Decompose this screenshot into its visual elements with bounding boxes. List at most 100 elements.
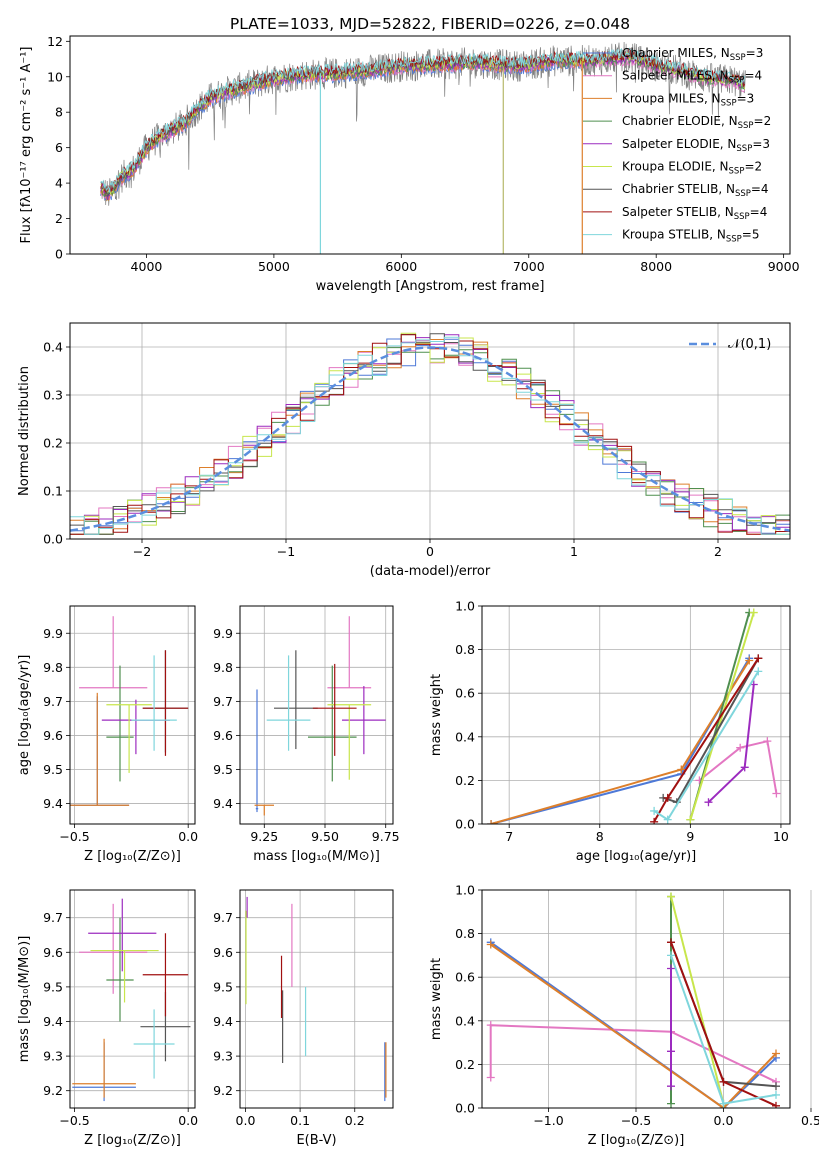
x-tick-label: 9.25 <box>250 829 278 844</box>
plus-marker <box>763 737 772 746</box>
legend-entry: Kroupa MILES, NSSP=3 <box>622 91 754 108</box>
y-tick-label: 9.2 <box>43 1083 63 1098</box>
y-tick-label: 0.1 <box>43 484 63 499</box>
mass-weight-line <box>698 739 778 794</box>
y-tick-label: 0.6 <box>455 686 475 701</box>
plus-marker <box>667 1082 675 1091</box>
plus-marker <box>772 1101 780 1108</box>
plus-marker <box>667 964 675 973</box>
x-axis-label: wavelength [Angstrom, rest frame] <box>316 279 545 294</box>
x-tick-label: −0.5 <box>59 1113 89 1128</box>
massweight_vs_Z-panel: −1.0 −0.5 0.0 0.5 0.0 0.2 0.4 0.6 0.8 1.0 Z [log₁₀… <box>429 883 819 1149</box>
x-tick-label: −1 <box>277 544 295 559</box>
legend-entry: Salpeter STELIB, NSSP=4 <box>622 205 767 222</box>
plus-marker <box>754 667 763 676</box>
x-axis-label: Z [log₁₀(Z/Z⊙)] <box>84 849 181 864</box>
y-axis-label: mass weight <box>429 674 444 756</box>
y-tick-label: 4 <box>55 176 63 191</box>
x-axis-label: E(B-V) <box>296 1133 336 1148</box>
legend-entry: 𝒩(0,1) <box>728 337 771 352</box>
x-tick-label: 0.0 <box>178 829 198 844</box>
y-tick-label: 1.0 <box>455 599 475 614</box>
y-axis-label: Normed distribution <box>17 366 32 496</box>
y-tick-label: 9.6 <box>43 945 63 960</box>
plus-marker <box>772 1090 780 1099</box>
plus-marker <box>667 892 675 901</box>
x-tick-label: 5000 <box>258 259 290 274</box>
plus-marker <box>704 798 713 807</box>
x-tick-label: 0 <box>426 544 434 559</box>
y-tick-label: 10 <box>47 69 63 84</box>
spectrum-legend: Chabrier MILES, NSSP=3 Salpeter MILES, NS… <box>583 46 771 245</box>
plus-marker <box>487 820 496 824</box>
y-tick-label: 9.7 <box>213 694 233 709</box>
y-tick-label: 9.5 <box>213 979 233 994</box>
mass-weight-line <box>490 943 777 1108</box>
x-tick-label: 0.0 <box>714 1113 734 1128</box>
y-tick-label: 0 <box>55 247 63 262</box>
x-tick-label: −1.0 <box>533 1113 563 1128</box>
y-tick-label: 2 <box>55 211 63 226</box>
plus-marker <box>740 763 749 772</box>
plus-marker <box>667 951 675 960</box>
residual-histogram <box>70 332 790 535</box>
x-axis-label: age [log₁₀(age/yr)] <box>576 849 697 864</box>
x-tick-label: 7000 <box>513 259 545 274</box>
legend-entry: Kroupa STELIB, NSSP=5 <box>622 228 760 245</box>
y-tick-label: 8 <box>55 105 63 120</box>
legend-entry: Chabrier ELODIE, NSSP=2 <box>622 114 771 131</box>
y-tick-label: 9.7 <box>213 910 233 925</box>
x-tick-label: 1 <box>570 544 578 559</box>
x-tick-label: 2 <box>714 544 722 559</box>
plus-marker <box>749 608 758 617</box>
y-tick-label: 9.8 <box>43 660 63 675</box>
x-tick-label: 9000 <box>768 259 800 274</box>
y-tick-label: 0.2 <box>455 773 475 788</box>
plus-marker <box>677 765 686 774</box>
normal-curve <box>70 346 790 532</box>
y-tick-label: 9.6 <box>213 728 233 743</box>
x-tick-label: 0.2 <box>345 1113 365 1128</box>
residual-histogram <box>70 336 790 535</box>
y-axis-label: mass [log₁₀(M/M⊙)] <box>17 936 32 1063</box>
y-tick-label: 0.3 <box>43 388 63 403</box>
x-tick-label: 0.0 <box>178 1113 198 1128</box>
plot-area <box>72 898 191 1102</box>
axes-frame <box>69 322 791 540</box>
plus-marker <box>667 938 675 947</box>
age_vs_mass-panel: 9.25 9.50 9.75 9.4 9.5 9.6 9.7 9.8 9.9 mass [log₁… <box>213 605 400 864</box>
residuals-panel: −2 −1 0 1 2 0.0 0.1 0.2 0.3 0.4 (data-model)/error… <box>17 322 791 579</box>
y-axis-label: Flux [fλ10⁻¹⁷ erg cm⁻² s⁻¹ A⁻¹] <box>19 47 34 244</box>
y-tick-label: 0.4 <box>43 340 63 355</box>
y-tick-label: 0.4 <box>455 729 475 744</box>
plot-area <box>486 892 780 1108</box>
mass-weight-line <box>489 1024 777 1083</box>
y-tick-label: 0.6 <box>455 970 475 985</box>
axes-frame <box>69 889 196 1109</box>
plus-marker <box>486 1021 495 1030</box>
y-tick-label: 0.0 <box>455 817 475 832</box>
axes-frame <box>239 605 394 825</box>
y-tick-label: 9.3 <box>213 1049 233 1064</box>
y-tick-label: 0.8 <box>455 642 475 657</box>
x-tick-label: 0.5 <box>801 1113 819 1128</box>
x-tick-label: 0.1 <box>290 1113 310 1128</box>
plot-area <box>487 608 781 824</box>
mass-weight-line <box>689 612 755 820</box>
x-tick-label: −2 <box>133 544 151 559</box>
figure-title: PLATE=1033, MJD=52822, FIBERID=0226, z=0… <box>230 15 630 33</box>
legend-entry: Kroupa ELODIE, NSSP=2 <box>622 160 762 177</box>
axes-frame <box>69 35 791 255</box>
y-tick-label: 9.4 <box>43 796 63 811</box>
x-axis-label: mass [log₁₀(M/M⊙)] <box>253 849 380 864</box>
plus-marker <box>667 1099 675 1108</box>
plus-marker <box>486 940 495 949</box>
age_vs_Z-panel: −0.5 0.0 9.4 9.5 9.6 9.7 9.8 9.9 Z [log₁₀(Z/Z⊙)]… <box>17 605 198 864</box>
plus-marker <box>736 743 745 752</box>
y-tick-label: 9.6 <box>213 945 233 960</box>
x-tick-label: −0.5 <box>59 829 89 844</box>
mass-weight-line <box>670 896 725 1104</box>
model-spectrum-line <box>100 47 745 193</box>
axes-frame <box>481 889 791 1109</box>
